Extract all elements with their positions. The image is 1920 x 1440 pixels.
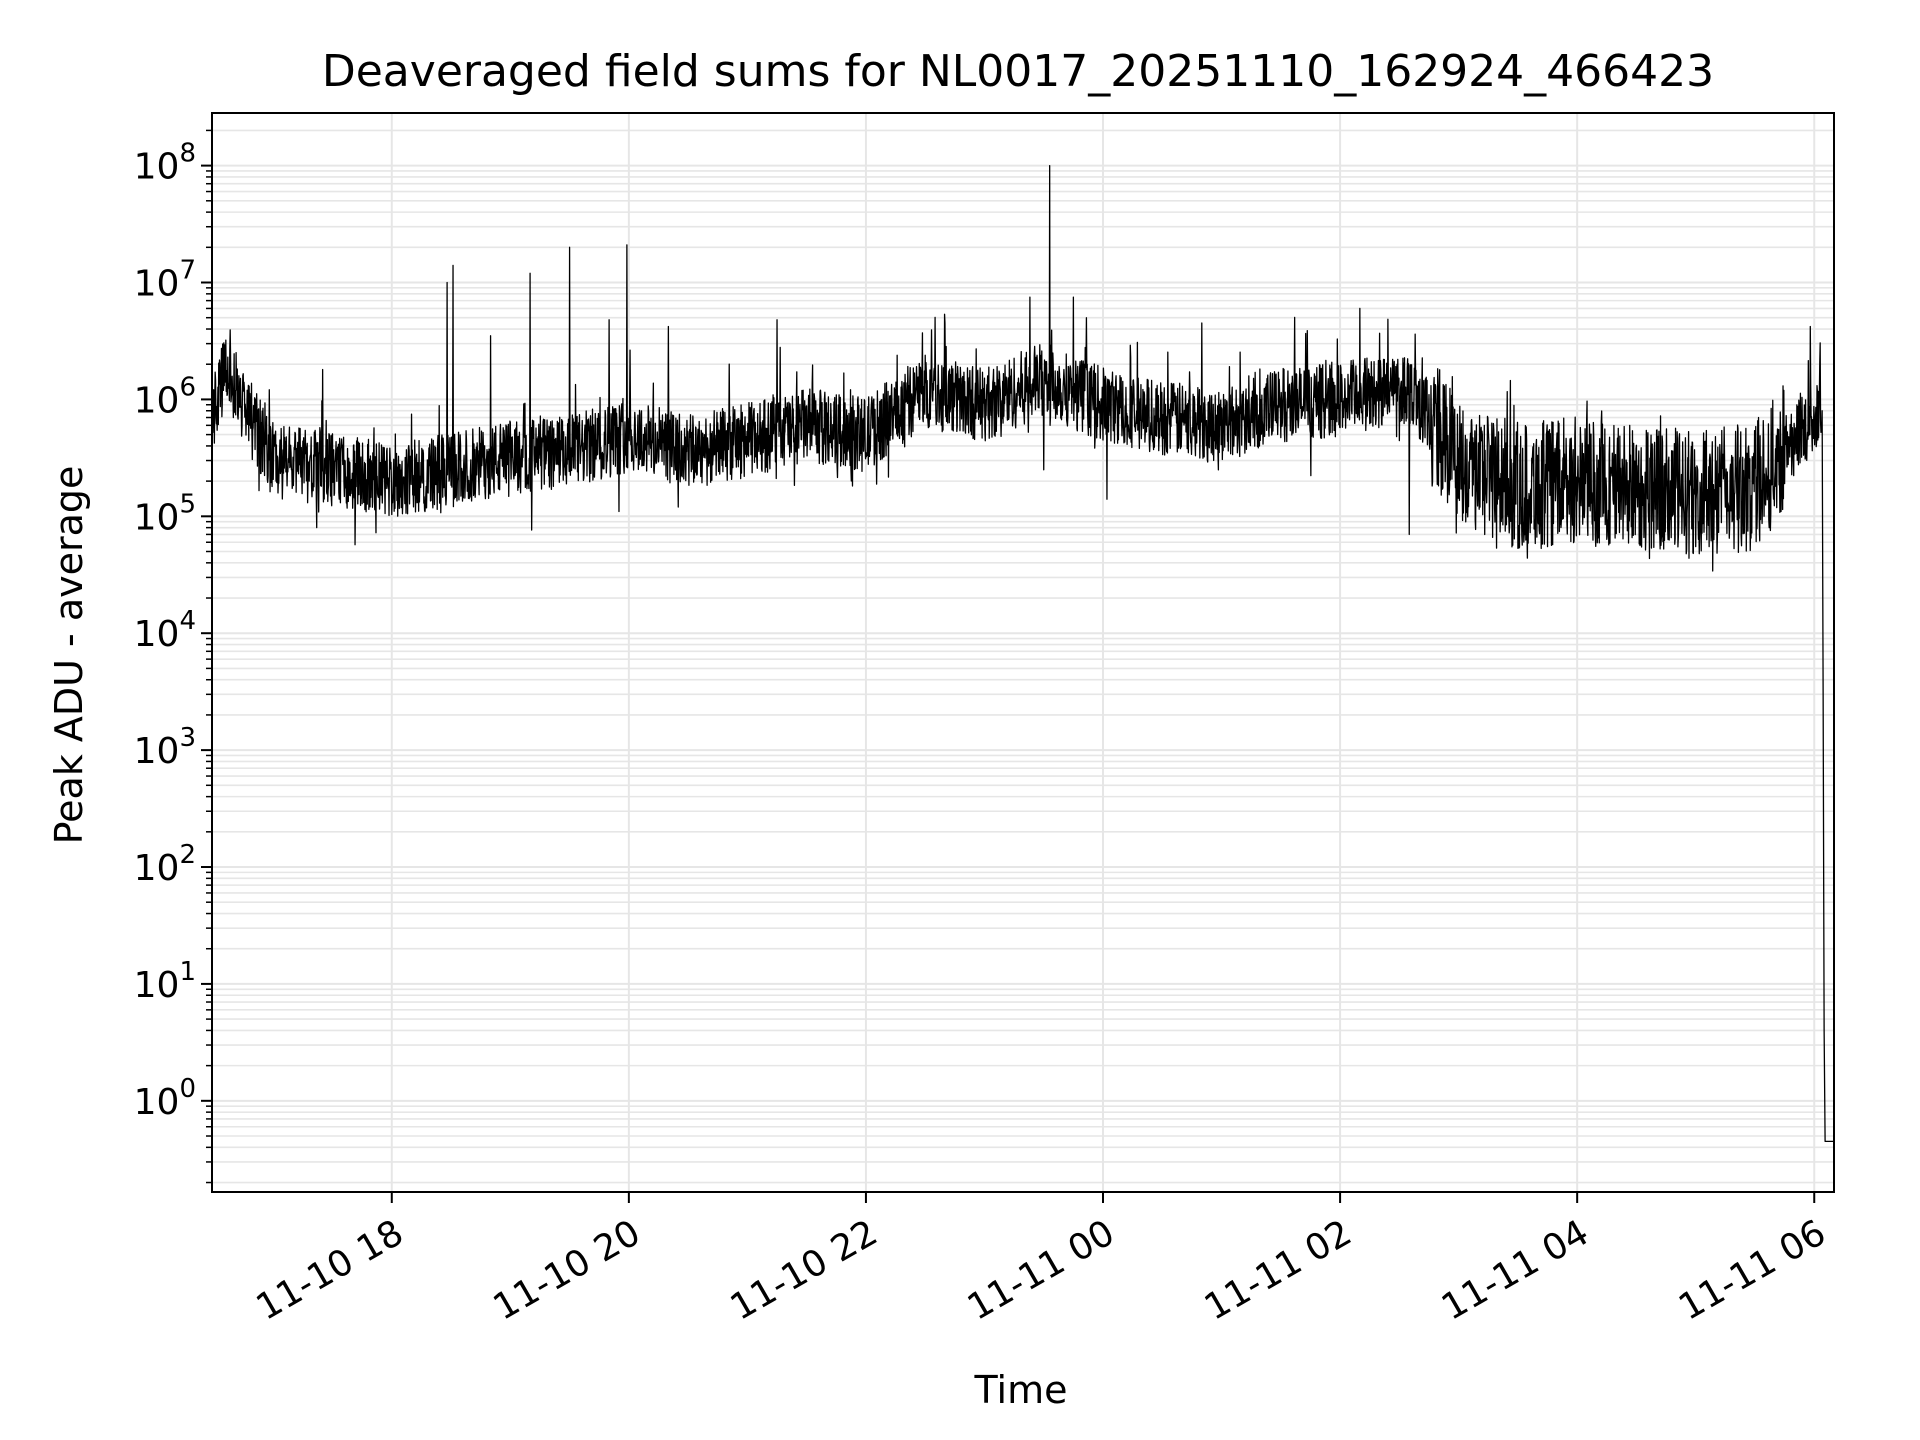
grid-layer bbox=[212, 113, 1834, 1192]
y-tick-label-exponent: 0 bbox=[179, 1074, 196, 1104]
plot-frame bbox=[211, 112, 1835, 1193]
y-tick-label: 106 bbox=[134, 372, 196, 421]
y-tick-label-base: 10 bbox=[134, 848, 180, 889]
plot-background bbox=[212, 113, 1834, 1192]
y-tick-label-base: 10 bbox=[134, 965, 180, 1006]
y-tick-label: 101 bbox=[134, 957, 196, 1006]
y-tick-label-exponent: 7 bbox=[179, 256, 196, 286]
y-tick-label-base: 10 bbox=[134, 614, 180, 655]
y-axis-label: Peak ADU - average bbox=[47, 466, 91, 845]
y-tick-label-base: 10 bbox=[134, 264, 180, 305]
y-tick-label: 105 bbox=[134, 489, 196, 538]
y-tick-label-base: 10 bbox=[134, 1082, 180, 1123]
x-axis-label: Time bbox=[974, 1368, 1068, 1412]
y-tick-label: 107 bbox=[134, 256, 196, 305]
y-tick-label-base: 10 bbox=[134, 147, 180, 188]
y-tick-label-base: 10 bbox=[134, 731, 180, 772]
y-tick-label: 102 bbox=[134, 840, 196, 889]
chart-title: Deaveraged field sums for NL0017_2025111… bbox=[322, 46, 1714, 97]
y-tick-label-exponent: 1 bbox=[179, 957, 196, 987]
y-tick-label-base: 10 bbox=[134, 380, 180, 421]
y-tick-label: 104 bbox=[134, 606, 196, 655]
y-tick-label-exponent: 4 bbox=[179, 606, 196, 636]
y-tick-label-exponent: 3 bbox=[179, 723, 196, 753]
y-tick-label: 100 bbox=[134, 1074, 196, 1123]
y-tick-label-exponent: 6 bbox=[179, 372, 196, 402]
y-tick-label-exponent: 5 bbox=[179, 489, 196, 519]
y-tick-label-base: 10 bbox=[134, 497, 180, 538]
y-tick-label: 108 bbox=[134, 139, 196, 188]
y-tick-label: 103 bbox=[134, 723, 196, 772]
series-layer bbox=[211, 164, 1834, 1143]
plot-area bbox=[211, 112, 1835, 1193]
y-tick-label-exponent: 2 bbox=[179, 840, 196, 870]
series-line bbox=[211, 164, 1834, 1143]
y-tick-label-exponent: 8 bbox=[179, 139, 196, 169]
